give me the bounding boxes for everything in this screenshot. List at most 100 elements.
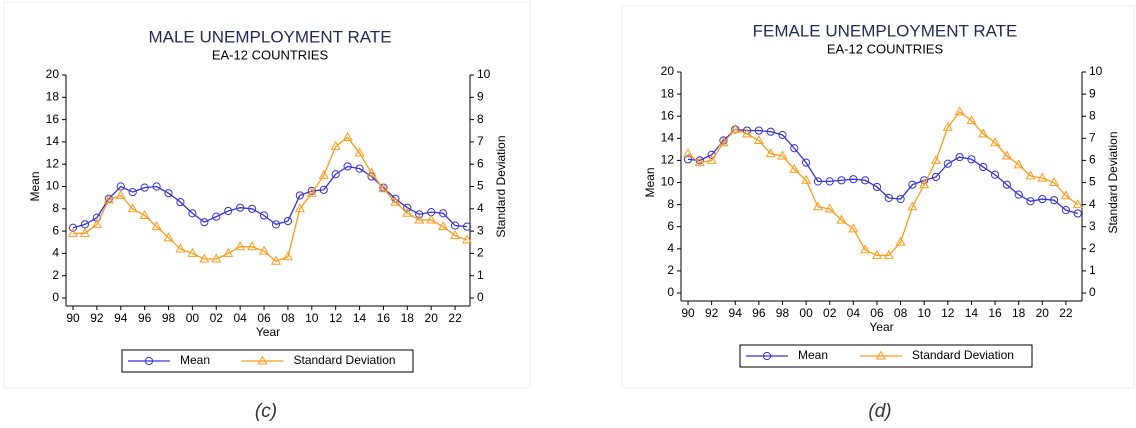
marker bbox=[152, 182, 161, 191]
marker bbox=[954, 106, 965, 116]
marker bbox=[331, 170, 340, 179]
y-tick-label: 0 bbox=[52, 290, 59, 304]
marker bbox=[103, 194, 114, 204]
marker bbox=[955, 152, 964, 162]
x-tick-label: 04 bbox=[847, 306, 861, 320]
marker bbox=[282, 251, 293, 261]
x-tick-label: 20 bbox=[1036, 306, 1050, 320]
x-tick-label: 20 bbox=[425, 311, 439, 325]
marker bbox=[438, 221, 449, 231]
y-tick-label: 12 bbox=[46, 156, 60, 170]
y2-axis-title: Standard Deviation bbox=[494, 135, 508, 237]
x-tick-label: 18 bbox=[401, 311, 415, 325]
series-line bbox=[73, 136, 468, 262]
marker bbox=[754, 126, 763, 135]
legend-label: Standard Deviation bbox=[912, 348, 1014, 362]
x-tick-label: 94 bbox=[729, 306, 743, 320]
marker bbox=[765, 148, 776, 158]
marker bbox=[224, 206, 233, 216]
y2-tick-label: 10 bbox=[477, 67, 491, 81]
x-tick-label: 12 bbox=[329, 311, 343, 325]
y-tick-label: 8 bbox=[52, 201, 59, 215]
marker bbox=[718, 137, 729, 147]
marker bbox=[164, 189, 173, 198]
marker bbox=[753, 134, 764, 145]
marker bbox=[200, 218, 209, 227]
marker bbox=[849, 175, 858, 184]
y2-tick-label: 8 bbox=[477, 112, 484, 126]
marker bbox=[1061, 206, 1071, 215]
panel-frame bbox=[621, 5, 1135, 389]
series-line bbox=[72, 165, 468, 229]
x-tick-label: 16 bbox=[988, 306, 1002, 320]
marker bbox=[461, 234, 473, 244]
marker bbox=[271, 220, 281, 229]
y-tick-label: 16 bbox=[46, 112, 60, 126]
marker bbox=[212, 212, 221, 221]
marker bbox=[450, 221, 460, 230]
marker bbox=[908, 180, 917, 189]
x-tick-label: 90 bbox=[66, 311, 80, 325]
y2-tick-label: 4 bbox=[477, 201, 484, 215]
marker bbox=[1038, 194, 1047, 204]
x-tick-label: 00 bbox=[186, 311, 200, 325]
marker bbox=[175, 243, 186, 253]
marker bbox=[199, 253, 210, 263]
marker bbox=[115, 189, 126, 199]
y-tick-label: 16 bbox=[661, 108, 675, 122]
marker bbox=[741, 128, 753, 138]
marker bbox=[91, 218, 102, 228]
marker bbox=[1001, 150, 1012, 160]
legend-label: Standard Deviation bbox=[293, 353, 395, 367]
y2-tick-label: 2 bbox=[477, 246, 484, 260]
marker bbox=[151, 221, 162, 231]
marker bbox=[966, 115, 977, 125]
x-tick-label: 22 bbox=[448, 311, 462, 325]
marker bbox=[378, 183, 389, 193]
marker bbox=[283, 216, 293, 226]
y2-tick-label: 1 bbox=[477, 268, 484, 282]
marker bbox=[1072, 199, 1083, 209]
marker bbox=[872, 182, 882, 192]
marker bbox=[187, 247, 198, 257]
y-tick-label: 0 bbox=[667, 285, 674, 299]
marker bbox=[778, 130, 787, 140]
x-tick-label: 02 bbox=[823, 306, 837, 320]
marker bbox=[719, 136, 728, 145]
marker bbox=[1060, 190, 1071, 200]
marker bbox=[342, 131, 353, 141]
marker bbox=[403, 203, 412, 212]
x-tick-label: 22 bbox=[1059, 306, 1073, 320]
marker bbox=[330, 140, 341, 150]
y2-tick-label: 10 bbox=[1089, 64, 1103, 78]
y2-tick-label: 9 bbox=[477, 89, 484, 103]
marker bbox=[884, 193, 893, 203]
marker bbox=[294, 203, 305, 213]
y2-tick-label: 3 bbox=[1089, 219, 1096, 233]
x-tick-label: 92 bbox=[705, 306, 719, 320]
marker bbox=[943, 159, 952, 168]
y-axis-title: Mean bbox=[28, 171, 42, 201]
x-tick-label: 18 bbox=[1012, 306, 1026, 320]
marker bbox=[824, 203, 835, 213]
marker bbox=[1025, 170, 1036, 180]
y-tick-label: 10 bbox=[46, 179, 60, 193]
marker bbox=[1026, 197, 1035, 206]
y-tick-label: 6 bbox=[52, 223, 59, 237]
x-axis-title: Year bbox=[256, 325, 280, 339]
marker bbox=[919, 179, 930, 189]
x-axis-title: Year bbox=[869, 320, 893, 334]
y2-tick-label: 0 bbox=[477, 290, 484, 304]
marker bbox=[318, 169, 329, 179]
marker bbox=[825, 177, 834, 186]
marker bbox=[127, 203, 138, 213]
x-tick-label: 98 bbox=[162, 311, 176, 325]
marker bbox=[366, 167, 377, 177]
marker bbox=[802, 158, 811, 167]
x-tick-label: 06 bbox=[257, 311, 271, 325]
marker bbox=[896, 194, 905, 204]
marker bbox=[236, 203, 245, 212]
series-line bbox=[687, 128, 1078, 215]
